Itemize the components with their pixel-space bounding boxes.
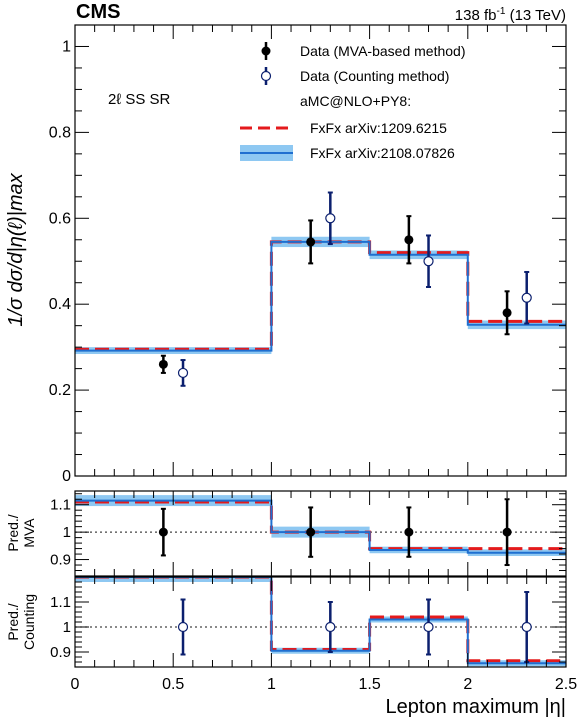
counting-fxfx-new-step bbox=[75, 577, 566, 665]
main-panel: 0 0.2 0.4 0.6 0.8 1 bbox=[49, 24, 567, 485]
main-plot-area bbox=[75, 191, 566, 387]
mva-ytick-label: 1 bbox=[63, 524, 71, 541]
xtick-label: 2.5 bbox=[555, 676, 577, 693]
ratio-mva-panel: 0.9 1 1.1 bbox=[50, 490, 567, 577]
main-ytick-label: 0.2 bbox=[49, 382, 71, 399]
mva-fxfx-old-step bbox=[75, 500, 566, 551]
xtick-label: 0 bbox=[71, 676, 80, 693]
legend-label-data-mva: Data (MVA-based method) bbox=[300, 43, 465, 59]
main-data-mva-point-2 bbox=[404, 215, 414, 265]
xtick-label: 1.5 bbox=[358, 676, 380, 693]
xlabel: Lepton maximum |η| bbox=[386, 696, 566, 718]
mva-data-mva-point-2 bbox=[404, 506, 414, 558]
counting-data-counting-point-1 bbox=[325, 601, 336, 653]
mva-plot-area bbox=[75, 495, 566, 567]
counting-data-counting-point-3 bbox=[521, 591, 532, 663]
mva-fxfx-new-step bbox=[75, 499, 566, 554]
main-ytick-label: 1 bbox=[62, 38, 71, 55]
lumi-label: 138 fb-1 (13 TeV) bbox=[455, 6, 566, 24]
legend-label-fxfx-old: FxFx arXiv:1209.6215 bbox=[310, 120, 447, 136]
mva-ytick-label: 1.1 bbox=[50, 497, 71, 514]
main-data-mva-point-0 bbox=[158, 354, 168, 374]
mva-data-mva-point-3 bbox=[502, 498, 512, 567]
energy-value: (13 TeV) bbox=[510, 7, 566, 24]
main-data-mva-point-1 bbox=[306, 219, 316, 265]
main-frame bbox=[74, 24, 567, 477]
main-ytick-label: 0.4 bbox=[49, 296, 71, 313]
legend-marker-data-mva bbox=[261, 42, 271, 60]
main-ylabel: 1/σ dσ/d|η(ℓ)|max bbox=[5, 172, 27, 326]
counting-ytick-label: 1 bbox=[63, 619, 71, 636]
xtick-label: 1 bbox=[267, 676, 276, 693]
main-data-counting-point-1 bbox=[325, 191, 336, 246]
ratio-mva-ylabel: Pred./MVA bbox=[5, 514, 37, 551]
lumi-exponent: -1 bbox=[497, 6, 506, 17]
main-ytick-label: 0.8 bbox=[49, 124, 71, 141]
counting-ytick-label: 0.9 bbox=[50, 644, 71, 661]
counting-ytick-label: 1.1 bbox=[50, 594, 71, 611]
legend-label-generator: aMC@NLO+PY8: bbox=[300, 93, 411, 109]
legend: Data (MVA-based method) Data (Counting m… bbox=[240, 42, 465, 161]
main-ytick-label: 0 bbox=[62, 468, 71, 485]
mva-frame bbox=[74, 490, 567, 577]
mva-data-mva-point-0 bbox=[158, 507, 168, 557]
legend-label-fxfx-new: FxFx arXiv:2108.07826 bbox=[310, 145, 455, 161]
main-data-counting-point-0 bbox=[177, 359, 189, 387]
lumi-value: 138 fb bbox=[455, 7, 497, 24]
xtick-label: 0.5 bbox=[162, 676, 184, 693]
main-fxfx-old-step bbox=[75, 240, 566, 351]
main-data-mva-point-3 bbox=[502, 290, 512, 336]
main-fxfx-new-step bbox=[75, 240, 566, 352]
counting-data-counting-point-2 bbox=[423, 598, 434, 656]
region-label: 2ℓ SS SR bbox=[108, 91, 171, 108]
counting-data-counting-point-0 bbox=[177, 598, 189, 656]
mva-data-mva-point-1 bbox=[306, 506, 316, 558]
main-data-counting-point-3 bbox=[521, 270, 532, 325]
main-ytick-label: 0.6 bbox=[49, 210, 71, 227]
main-data-counting-point-2 bbox=[423, 234, 434, 289]
cms-label: CMS bbox=[76, 1, 120, 23]
mva-ytick-label: 0.9 bbox=[50, 552, 71, 569]
legend-label-data-counting: Data (Counting method) bbox=[300, 68, 449, 84]
ratio-counting-ylabel: Pred./Counting bbox=[5, 594, 37, 650]
counting-plot-area bbox=[75, 577, 566, 667]
xtick-label: 2 bbox=[463, 676, 472, 693]
ratio-counting-panel: 0.9 1 1.1 bbox=[50, 576, 567, 668]
legend-marker-data-counting bbox=[260, 67, 272, 85]
